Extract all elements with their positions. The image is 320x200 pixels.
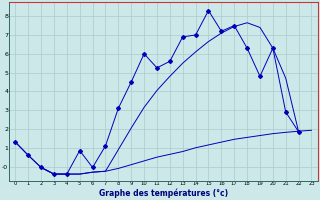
X-axis label: Graphe des températures (°c): Graphe des températures (°c) [99, 188, 228, 198]
